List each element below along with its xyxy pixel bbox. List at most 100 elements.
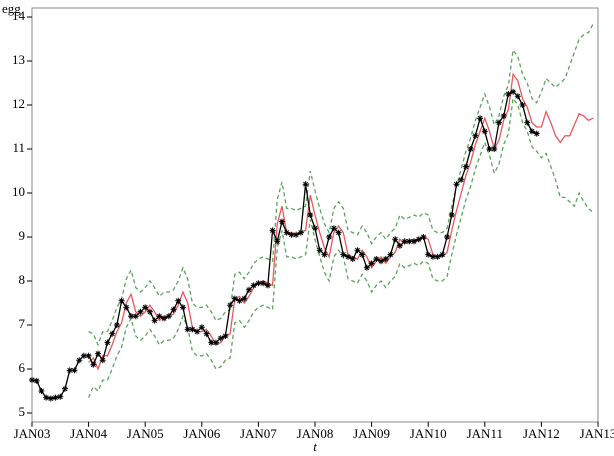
point-marker xyxy=(52,394,59,401)
point-marker xyxy=(312,225,318,232)
point-marker xyxy=(274,238,281,245)
point-marker xyxy=(330,225,337,232)
point-marker xyxy=(415,236,422,243)
y-tick-label: 13 xyxy=(12,52,25,67)
point-marker xyxy=(198,324,205,331)
point-marker xyxy=(316,247,323,254)
point-marker xyxy=(231,295,238,302)
point-marker xyxy=(283,229,290,236)
point-marker xyxy=(481,128,488,135)
point-marker xyxy=(420,234,427,240)
point-marker xyxy=(524,119,531,126)
point-marker xyxy=(66,367,73,374)
point-marker xyxy=(434,253,441,260)
point-marker xyxy=(458,176,465,183)
point-marker xyxy=(95,350,102,357)
point-marker xyxy=(307,212,314,218)
point-marker xyxy=(387,251,394,258)
series-line xyxy=(88,96,594,398)
point-marker xyxy=(146,308,153,315)
point-marker xyxy=(76,357,83,364)
point-marker xyxy=(165,313,172,320)
point-marker xyxy=(326,234,333,240)
point-marker xyxy=(118,297,125,304)
point-marker xyxy=(203,330,210,337)
y-tick-label: 8 xyxy=(19,272,26,287)
point-marker xyxy=(123,304,130,311)
point-marker xyxy=(411,238,418,245)
y-tick-label: 14 xyxy=(12,8,26,23)
y-tick-label: 7 xyxy=(19,316,26,331)
point-marker xyxy=(472,132,479,139)
x-tick-label: JAN10 xyxy=(410,426,447,441)
point-marker xyxy=(151,317,158,324)
point-marker xyxy=(113,322,120,328)
point-marker xyxy=(137,308,144,315)
point-marker xyxy=(528,128,535,135)
point-marker xyxy=(429,253,436,260)
x-tick-label: JAN03 xyxy=(14,426,51,441)
point-marker xyxy=(406,238,413,245)
series-line xyxy=(88,72,594,371)
point-marker xyxy=(401,238,408,245)
point-marker xyxy=(212,339,219,346)
point-marker xyxy=(382,256,389,262)
point-marker xyxy=(500,113,507,119)
point-marker xyxy=(396,242,403,249)
point-marker xyxy=(38,388,45,394)
point-marker xyxy=(161,315,168,322)
point-marker xyxy=(170,306,177,313)
point-marker xyxy=(62,385,69,392)
point-marker xyxy=(425,251,432,258)
point-marker xyxy=(189,326,196,333)
point-marker xyxy=(264,282,271,289)
point-marker xyxy=(321,251,328,258)
point-marker xyxy=(179,304,186,311)
y-tick-label: 5 xyxy=(19,404,26,419)
point-marker xyxy=(453,181,460,188)
point-marker xyxy=(514,93,521,100)
point-marker xyxy=(142,304,149,311)
point-marker xyxy=(378,258,385,265)
point-marker xyxy=(43,394,50,401)
x-tick-label: JAN13 xyxy=(580,426,614,441)
point-marker xyxy=(227,302,234,309)
point-marker xyxy=(448,212,455,218)
point-marker xyxy=(363,264,370,271)
point-marker xyxy=(222,333,229,339)
point-marker xyxy=(175,297,182,304)
point-marker xyxy=(519,102,526,108)
point-marker xyxy=(217,335,224,342)
x-tick-label: JAN05 xyxy=(127,426,164,441)
x-tick-label: JAN04 xyxy=(70,426,107,441)
point-marker xyxy=(57,393,64,400)
point-marker xyxy=(156,313,163,320)
point-marker xyxy=(368,260,375,267)
point-marker xyxy=(467,146,474,152)
point-marker xyxy=(132,313,139,320)
point-marker xyxy=(33,377,40,384)
point-marker xyxy=(128,313,135,320)
point-marker xyxy=(245,286,252,293)
point-marker xyxy=(236,297,243,304)
point-marker xyxy=(533,130,540,137)
point-marker xyxy=(495,119,502,126)
point-marker xyxy=(359,251,366,258)
y-tick-label: 10 xyxy=(12,184,25,199)
x-tick-label: JAN09 xyxy=(353,426,390,441)
point-marker xyxy=(340,251,347,258)
x-axis-label: t xyxy=(313,439,317,454)
point-marker xyxy=(491,146,498,152)
y-tick-label: 9 xyxy=(19,228,26,243)
point-marker xyxy=(439,251,446,258)
point-marker xyxy=(255,280,262,287)
point-marker xyxy=(302,181,309,188)
point-marker xyxy=(269,227,276,234)
point-marker xyxy=(335,229,342,236)
point-marker xyxy=(109,330,116,337)
x-tick-label: JAN11 xyxy=(467,426,503,441)
point-marker xyxy=(208,339,215,346)
y-tick-label: 12 xyxy=(12,96,25,111)
